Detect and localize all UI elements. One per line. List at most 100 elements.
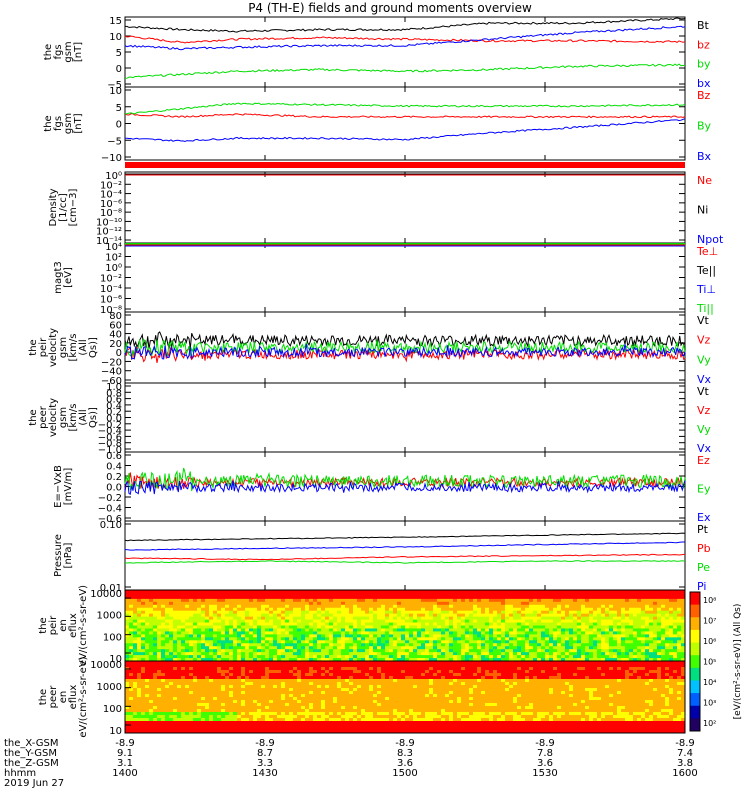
heat-cell: [585, 592, 590, 597]
heat-cell: [665, 610, 670, 615]
heat-cell: [217, 685, 222, 689]
heat-cell: [217, 601, 222, 606]
heat-cell: [265, 694, 270, 698]
heat-cell: [569, 643, 574, 647]
series-line-Pe: [124, 560, 686, 564]
heat-cell: [565, 590, 570, 594]
heat-cell: [385, 595, 390, 600]
heat-cell: [133, 727, 138, 731]
heat-cell: [473, 616, 478, 621]
heat-cell: [565, 598, 570, 603]
heat-cell: [577, 649, 582, 653]
heat-cell: [409, 646, 414, 650]
heat-cell: [577, 658, 582, 662]
heat-cell: [585, 607, 590, 612]
heat-cell: [553, 595, 558, 600]
heat-cell: [673, 628, 678, 632]
heat-cell: [557, 631, 562, 635]
heat-cell: [197, 590, 202, 594]
heat-cell: [377, 604, 382, 609]
heat-cell: [677, 640, 682, 644]
heat-cell: [197, 631, 202, 635]
heat-cell: [145, 628, 150, 632]
y-tick-label: 0.2: [106, 472, 122, 483]
heat-cell: [541, 601, 546, 606]
heat-cell: [189, 697, 194, 701]
heat-cell: [569, 634, 574, 638]
heat-cell: [145, 688, 150, 692]
heat-cell: [645, 631, 650, 635]
heat-cell: [573, 595, 578, 600]
heat-cell: [609, 658, 614, 662]
heat-cell: [161, 652, 166, 656]
heat-cell: [149, 661, 154, 665]
heat-cell: [345, 646, 350, 650]
heat-cell: [609, 631, 614, 635]
heat-cell: [353, 640, 358, 644]
heat-cell: [541, 622, 546, 626]
heat-cell: [593, 640, 598, 644]
heat-cell: [221, 703, 226, 707]
heat-cell: [149, 625, 154, 629]
heat-cell: [577, 590, 582, 594]
heat-cell: [321, 598, 326, 603]
heat-cell: [661, 607, 666, 612]
heat-cell: [553, 658, 558, 662]
heat-cell: [313, 652, 318, 656]
heat-cell: [569, 592, 574, 597]
heat-cell: [289, 703, 294, 707]
heat-cell: [497, 637, 502, 641]
heat-cell: [601, 640, 606, 644]
heat-cell: [253, 679, 258, 683]
heat-cell: [253, 664, 258, 668]
heat-cell: [209, 715, 214, 719]
heat-cell: [489, 616, 494, 621]
heat-cell: [417, 631, 422, 635]
heat-cell: [437, 646, 442, 650]
heat-cell: [205, 673, 210, 677]
heat-cell: [517, 590, 522, 594]
heat-cell: [525, 595, 530, 600]
heat-cell: [261, 706, 266, 710]
heat-cell: [257, 700, 262, 704]
heat-cell: [377, 625, 382, 629]
heat-cell: [413, 625, 418, 629]
heat-cell: [353, 616, 358, 621]
heat-cell: [393, 613, 398, 618]
heat-cell: [169, 652, 174, 656]
heat-cell: [273, 628, 278, 632]
heat-cell: [445, 631, 450, 635]
y-axis-label: eV/(cm²-s-sr-eV): [78, 585, 89, 666]
y-tick-label: 0.4: [106, 401, 122, 412]
heat-cell: [537, 658, 542, 662]
heat-cell: [341, 601, 346, 606]
heat-cell: [573, 613, 578, 618]
heat-cell: [201, 703, 206, 707]
heat-cell: [309, 655, 314, 659]
heat-cell: [453, 643, 458, 647]
heat-cell: [209, 658, 214, 662]
heat-cell: [381, 634, 386, 638]
heat-cell: [305, 598, 310, 603]
heat-cell: [185, 625, 190, 629]
heat-cell: [405, 595, 410, 600]
heat-cell: [189, 610, 194, 615]
heat-cell: [461, 610, 466, 615]
y-tick-label: 10⁰: [105, 171, 122, 182]
heat-cell: [277, 646, 282, 650]
heat-cell: [537, 598, 542, 603]
heat-cell: [293, 595, 298, 600]
heat-cell: [301, 652, 306, 656]
heat-cell: [457, 625, 462, 629]
heat-cell: [309, 694, 314, 698]
heat-cell: [161, 697, 166, 701]
heat-cell: [153, 592, 158, 597]
heat-cell: [233, 616, 238, 621]
heat-cell: [173, 592, 178, 597]
heat-cell: [221, 631, 226, 635]
y-axis-label: [km/s: [68, 403, 79, 431]
heat-cell: [193, 631, 198, 635]
heat-cell: [329, 688, 334, 692]
heat-cell: [661, 655, 666, 659]
heat-cell: [225, 592, 230, 597]
